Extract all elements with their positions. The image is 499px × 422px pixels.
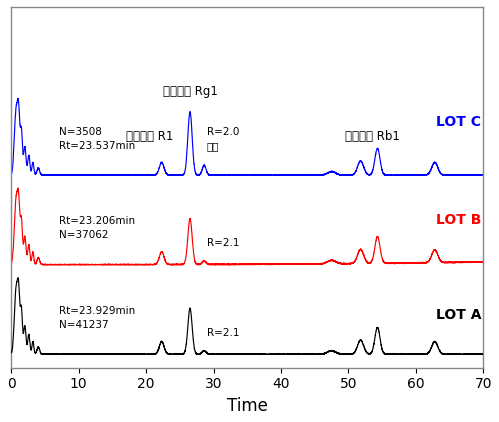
Text: 三七皂苷 R1: 三七皂苷 R1	[126, 130, 173, 143]
Text: LOT A: LOT A	[436, 308, 482, 322]
Text: N=3508
Rt=23.537min: N=3508 Rt=23.537min	[58, 127, 135, 151]
Text: R=2.1: R=2.1	[207, 328, 240, 338]
Text: Rt=23.206min
N=37062: Rt=23.206min N=37062	[58, 216, 135, 240]
Text: R=2.1: R=2.1	[207, 238, 240, 249]
Text: 人参皂苷 Rb1: 人参皂苷 Rb1	[345, 130, 400, 143]
Text: LOT B: LOT B	[436, 213, 482, 227]
Text: LOT C: LOT C	[436, 115, 481, 129]
Text: 人参皂苷 Rg1: 人参皂苷 Rg1	[163, 85, 218, 98]
Text: R=2.0
杂质: R=2.0 杂质	[207, 127, 239, 151]
X-axis label: Time: Time	[227, 397, 268, 415]
Text: Rt=23.929min
N=41237: Rt=23.929min N=41237	[58, 306, 135, 330]
